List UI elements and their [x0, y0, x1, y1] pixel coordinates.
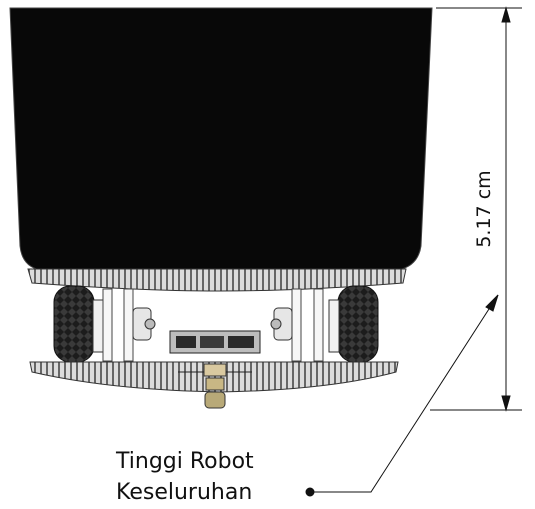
height-dimension	[430, 6, 522, 412]
left-wheel	[53, 285, 104, 363]
motors	[132, 307, 293, 341]
callout-text: Tinggi Robot Keseluruhan	[116, 446, 254, 508]
robot-top-body	[9, 7, 433, 271]
callout-leader	[305, 294, 499, 497]
electronics-board	[169, 330, 261, 354]
height-dimension-label: 5.17 cm	[473, 170, 495, 248]
callout-line-2: Keseluruhan	[116, 480, 253, 505]
caster-wheel	[178, 363, 252, 409]
right-wheel	[328, 285, 379, 363]
callout-line-1: Tinggi Robot	[116, 449, 254, 474]
